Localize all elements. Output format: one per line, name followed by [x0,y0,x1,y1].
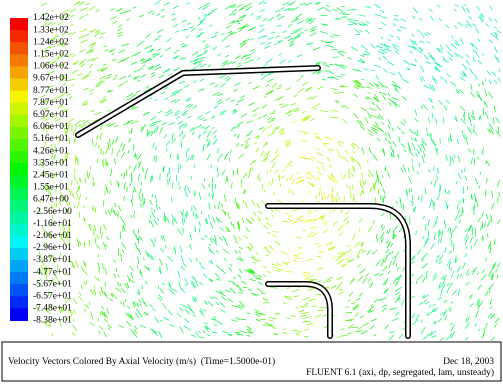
colorbar-label: -8.38e+01 [33,316,72,326]
colorbar-label: 6.47e+00 [33,195,69,205]
colorbar-label: -7.48e+01 [33,304,72,314]
colorbar-label: -3.87e+01 [33,255,72,265]
colorbar-label: 4.26e+01 [33,146,69,156]
footer-solver: FLUENT 6.1 (axi, dp, segregated, lam, un… [306,367,494,378]
colorbar-segment [10,115,28,128]
colorbar-segment [10,79,28,92]
colorbar-label: 7.87e+01 [33,98,69,108]
colorbar-segment [10,308,28,321]
colorbar-segment [10,248,28,261]
colorbar-segment [10,42,28,55]
colorbar-segment [10,30,28,43]
colorbar-label: 9.67e+01 [33,74,69,84]
colorbar-label: -6.57e+01 [33,291,72,301]
colorbar-label: -2.96e+01 [33,243,72,253]
colorbar-label: 6.06e+01 [33,122,69,132]
colorbar-segment [10,272,28,285]
colorbar-segment [10,284,28,297]
colorbar-label: 2.45e+01 [33,170,69,180]
colorbar-segment [10,236,28,249]
colorbar-label: 1.42e+02 [33,13,69,23]
colorbar-label: 1.55e+01 [33,183,69,193]
colorbar-segment [10,224,28,237]
colorbar-label: 1.33e+02 [33,25,69,35]
colorbar-label: -4.77e+01 [33,267,72,277]
colorbar-label: 8.77e+01 [33,86,69,96]
colorbar-segment [10,187,28,200]
colorbar-segment [10,127,28,140]
colorbar-label: 1.15e+02 [33,49,69,59]
colorbar-segment [10,296,28,309]
colorbar-label: 1.24e+02 [33,37,69,47]
colorbar-segment [10,151,28,164]
colorbar-label: -1.16e+01 [33,219,72,229]
colorbar-label: -5.67e+01 [33,279,72,289]
colorbar-segment [10,103,28,116]
colorbar-segment [10,91,28,104]
colorbar-label: 1.06e+02 [33,62,69,72]
colorbar-label: -2.56e+00 [33,207,72,217]
colorbar-label: 5.16e+01 [33,134,69,144]
colorbar-segment [10,54,28,67]
colorbar-label: 6.97e+01 [33,110,69,120]
colorbar-label: -2.06e+01 [33,231,72,241]
colorbar-segment [10,200,28,213]
colorbar-segment [10,163,28,176]
colorbar-segment [10,175,28,188]
colorbar-segment [10,260,28,273]
colorbar-segment [10,66,28,79]
colorbar-segment [10,18,28,31]
colorbar-label: 3.35e+01 [33,158,69,168]
colorbar-segment [10,139,28,152]
footer-date: Dec 18, 2003 [443,357,494,367]
colorbar-segment [10,212,28,225]
footer-title: Velocity Vectors Colored By Axial Veloci… [8,356,275,367]
